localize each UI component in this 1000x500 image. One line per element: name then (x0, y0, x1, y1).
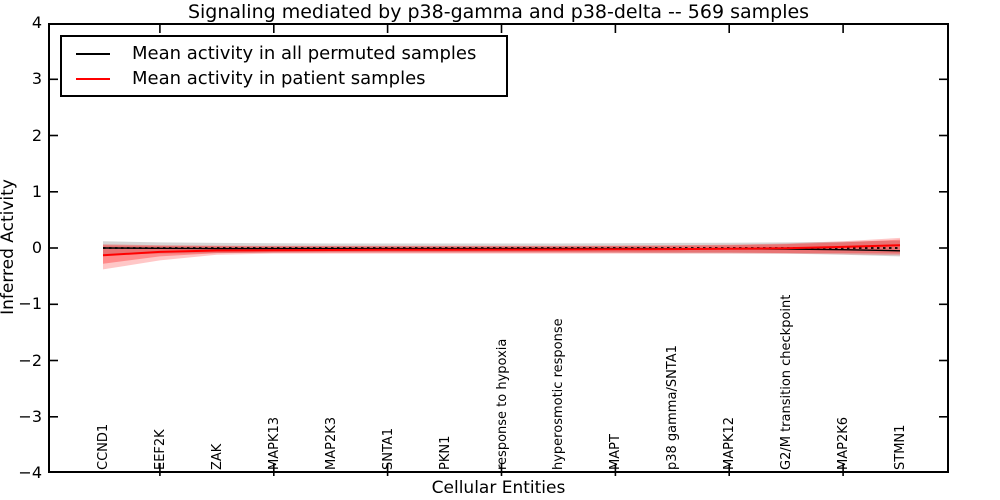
legend-label: Mean activity in patient samples (132, 68, 426, 89)
y-tick-label: −3 (18, 406, 42, 426)
series-line-1 (102, 244, 901, 257)
y-tick-label: −2 (18, 350, 42, 370)
x-category-label: MAPK13 (266, 416, 282, 470)
x-category-label: PKN1 (437, 435, 453, 470)
legend-item-permuted: Mean activity in all permuted samples (74, 41, 494, 66)
x-category-label: G2/M transition checkpoint (779, 294, 795, 470)
x-category-label: CCND1 (96, 423, 111, 470)
x-category-label: response to hypoxia (494, 338, 510, 470)
band-patient-samples-range-inner (103, 239, 900, 264)
y-tick-label: 0 (31, 238, 42, 257)
x-category-label: MAPK12 (722, 416, 738, 470)
y-tick-label: 4 (31, 13, 42, 32)
x-category-label: ZAK (209, 443, 225, 470)
x-category-label: MAPT (608, 434, 624, 470)
x-category-label: MAP2K6 (836, 416, 852, 470)
x-category-label: EEF2K (152, 429, 168, 470)
x-category-label: hyperosmotic response (551, 318, 567, 470)
red-line-sample-icon (76, 77, 110, 80)
x-category-label: SNTA1 (380, 427, 396, 470)
y-tick-label: 2 (31, 125, 42, 145)
chart-title: Signaling mediated by p38-gamma and p38-… (187, 1, 810, 23)
y-tick-label: 1 (31, 181, 42, 201)
y-tick-label: −4 (18, 463, 42, 482)
band-patient-samples-range-outer (103, 237, 900, 270)
legend-item-patient: Mean activity in patient samples (74, 66, 494, 91)
y-tick-label: 3 (31, 69, 42, 89)
legend: Mean activity in all permuted samples Me… (60, 35, 508, 97)
plot-canvas (50, 25, 947, 476)
legend-label: Mean activity in all permuted samples (132, 43, 477, 64)
x-category-label: STMN1 (893, 424, 908, 470)
black-line-sample-icon (76, 52, 110, 55)
x-category-label: p38 gamma/SNTA1 (665, 345, 681, 470)
y-tick-label: −1 (18, 294, 42, 314)
x-category-label: MAP2K3 (323, 416, 339, 470)
x-axis-label: Cellular Entities (431, 478, 566, 498)
